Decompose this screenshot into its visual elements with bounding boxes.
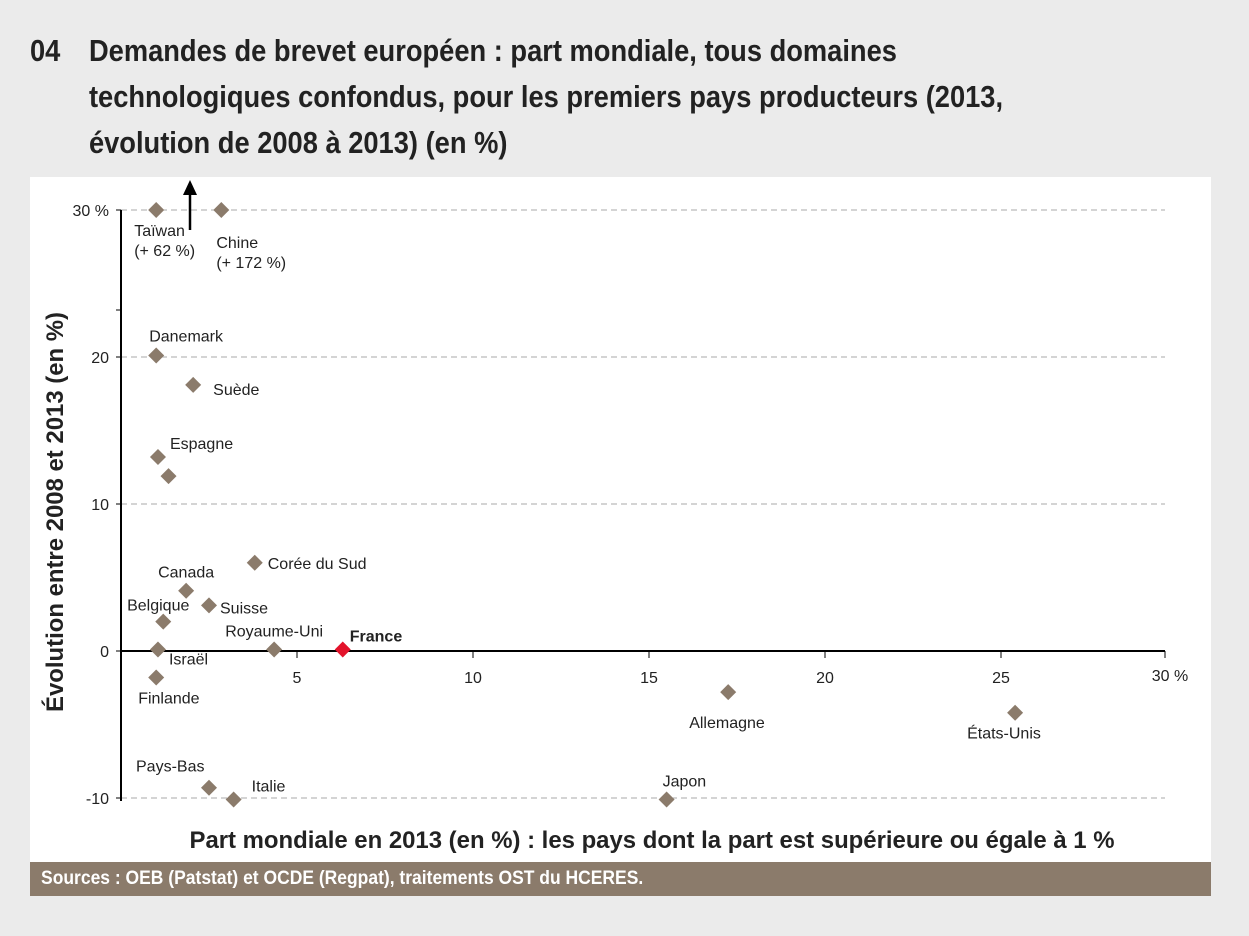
point-label: Italie (252, 778, 286, 795)
point-label: Espagne (170, 436, 233, 453)
x-tick-label: 15 (640, 670, 658, 687)
point-label: Israël (169, 652, 208, 669)
x-axis-label: Part mondiale en 2013 (en %) : les pays … (190, 827, 1115, 854)
chart-title-text: Demandes de brevet européen : part mondi… (88, 33, 1004, 160)
point-label: Japon (663, 773, 707, 790)
x-tick-label: 10 (464, 670, 482, 687)
x-tick-label: 20 (816, 670, 834, 687)
point-note: (+ 62 %) (134, 243, 195, 260)
point-label: Finlande (138, 690, 199, 707)
data-point-Israël (149, 641, 166, 658)
data-point-Royaume-Uni (266, 641, 283, 658)
data-point-Belgique (155, 613, 172, 630)
x-tick-label: 5 (293, 670, 302, 687)
data-point-Taïwan (148, 202, 165, 218)
data-point-Chine (213, 202, 230, 218)
point-label: Corée du Sud (268, 556, 367, 573)
data-point-Suisse (201, 597, 217, 614)
sources-text: Sources : OEB (Patstat) et OCDE (Regpat)… (41, 868, 644, 889)
data-point-Espagne (149, 448, 166, 465)
point-label: Chine (216, 235, 258, 252)
x-tick-label: 25 (992, 670, 1010, 687)
y-axis-label: Évolution entre 2008 et 2013 (en %) (41, 312, 69, 712)
point-label: Canada (158, 565, 214, 582)
y-tick-label: 0 (100, 644, 109, 661)
point-label: Taïwan (134, 223, 185, 240)
data-point-France (334, 641, 351, 658)
arrow-head-icon (183, 180, 197, 195)
data-point-Pays-Bas (201, 779, 217, 796)
sources-footer: Sources : OEB (Patstat) et OCDE (Regpat)… (30, 862, 1211, 896)
point-label: Suisse (220, 600, 268, 617)
data-point-Corée du Sud (246, 554, 263, 571)
point-label: Allemagne (689, 715, 765, 732)
chart-panel (30, 177, 1211, 863)
data-point-Suède (185, 376, 202, 393)
y-tick-label: -10 (86, 791, 109, 808)
point-label: France (350, 629, 403, 646)
y-tick-label: 20 (91, 350, 109, 367)
point-label: Belgique (127, 598, 189, 615)
data-point-Italie (225, 791, 242, 808)
point-label: Danemark (149, 329, 224, 346)
data-point-Danemark (148, 347, 165, 364)
data-point-Allemagne (720, 684, 737, 701)
y-tick-label: 30 % (73, 203, 109, 220)
point-label: Pays-Bas (136, 759, 204, 776)
point-label: États-Unis (967, 724, 1041, 743)
point-note: (+ 172 %) (216, 255, 286, 272)
x-tick-label: 30 % (1152, 668, 1188, 685)
data-point-Japon (658, 791, 675, 808)
data-point-Finlande (148, 669, 165, 686)
point-label: Royaume-Uni (225, 624, 323, 641)
point-label: Suède (213, 382, 259, 399)
y-tick-label: 10 (91, 497, 109, 514)
data-point-unlabeled (160, 468, 177, 485)
data-point-Canada (178, 582, 195, 599)
data-point-États-Unis (1007, 704, 1024, 721)
chart-number: 04 (30, 33, 61, 68)
